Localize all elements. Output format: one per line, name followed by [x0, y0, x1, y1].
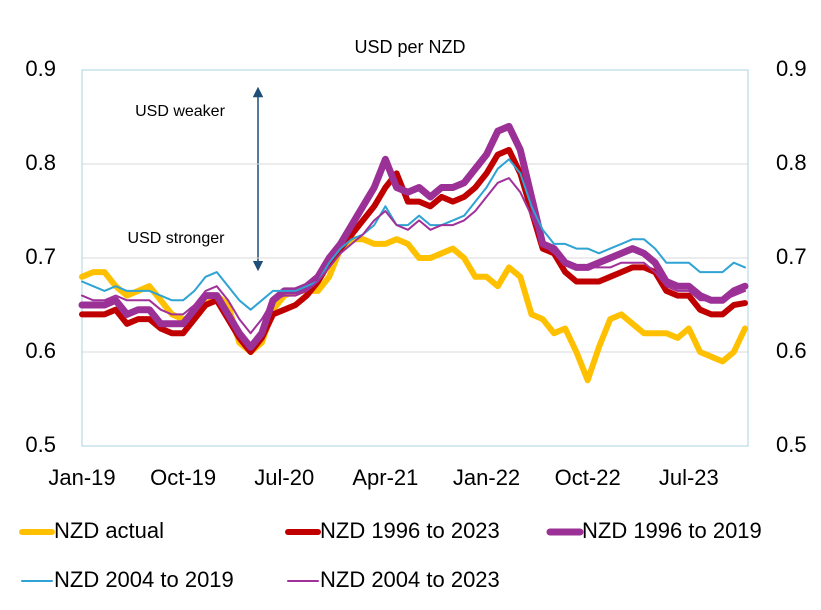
x-tick-label: Jul-23 [659, 465, 719, 490]
y2-tick-label: 0.6 [776, 338, 807, 363]
x-tick-label: Oct-22 [555, 465, 621, 490]
legend-label: NZD 1996 to 2023 [320, 518, 500, 543]
legend-label: NZD 2004 to 2019 [54, 567, 234, 592]
y-tick-label: 0.8 [25, 150, 56, 175]
y-tick-label: 0.9 [25, 56, 56, 81]
series-line [81, 177, 746, 335]
y2-tick-label: 0.8 [776, 150, 807, 175]
annotation: USD weaker [135, 103, 225, 120]
y-tick-label: 0.7 [25, 244, 56, 269]
legend-label: NZD 2004 to 2023 [320, 567, 500, 592]
x-tick-label: Oct-19 [150, 465, 216, 490]
x-tick-label: Apr-21 [352, 465, 418, 490]
y-tick-label: 0.6 [25, 338, 56, 363]
y2-tick-label: 0.5 [776, 432, 807, 457]
y2-tick-label: 0.7 [776, 244, 807, 269]
chart-title: USD per NZD [354, 37, 465, 57]
series-line [79, 236, 748, 384]
series-line [79, 146, 748, 355]
legend-label: NZD actual [54, 518, 164, 543]
x-tick-label: Jan-19 [48, 465, 115, 490]
y2-tick-label: 0.9 [776, 56, 807, 81]
series-line [78, 122, 749, 351]
x-tick-label: Jan-22 [453, 465, 520, 490]
plot-frame [81, 69, 749, 447]
annotation: USD stronger [128, 230, 226, 247]
series-line [81, 158, 746, 311]
x-tick-label: Jul-20 [254, 465, 314, 490]
y-tick-label: 0.5 [25, 432, 56, 457]
legend-label: NZD 1996 to 2019 [582, 518, 762, 543]
